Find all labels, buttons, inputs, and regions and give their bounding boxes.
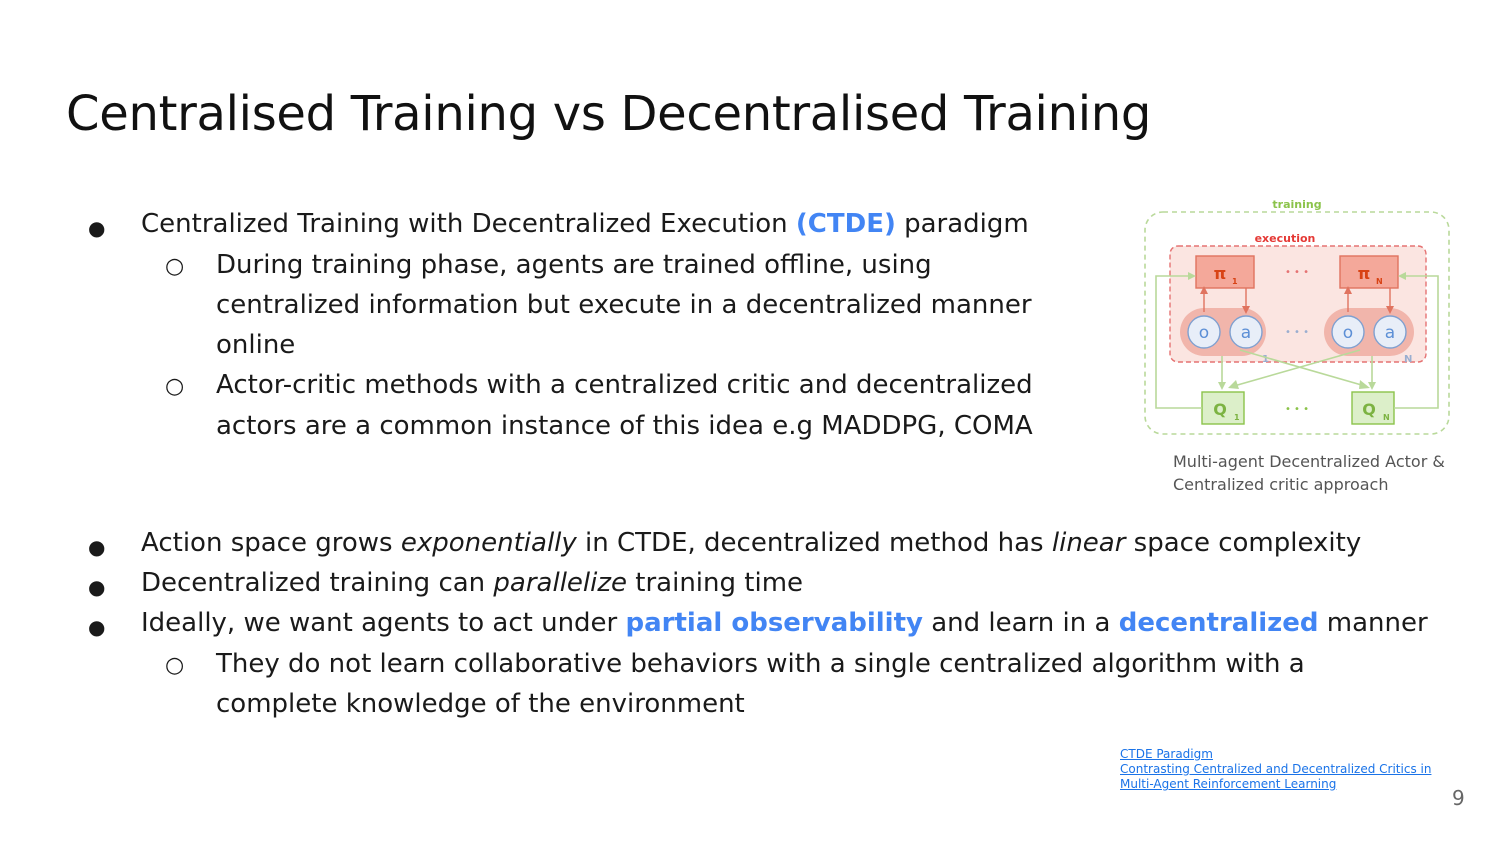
sub-bullet-training-l3: online [216,330,296,360]
bullet-text: Centralized Training with Decentralized … [141,209,796,239]
action-node [1373,315,1407,349]
emphasis-text: exponentially [400,528,577,558]
arrowhead [1188,272,1196,280]
bullet-marker: ● [88,535,106,559]
sub-bullet-marker: ○ [165,254,185,279]
policy-symbol: π [1358,264,1371,283]
bullet-parallelize: Decentralized training can parallelize t… [141,563,803,603]
sub-bullet-training-l1: During training phase, agents are traine… [216,250,932,280]
agent-index: N [1404,354,1412,365]
emphasis-text: parallelize [493,568,628,598]
references: CTDE Paradigm Contrasting Centralized an… [1120,747,1431,792]
figure-caption: Multi-agent Decentralized Actor & Centra… [1173,452,1445,494]
observation-node [1187,315,1221,349]
arrowhead [1386,306,1394,314]
policy-symbol: π [1214,264,1227,283]
emphasis-text: linear [1051,528,1126,558]
page-number: 9 [1452,786,1465,810]
policy-subscript: N [1376,277,1383,286]
policy-subscript: 1 [1232,277,1238,286]
sub-bullet-collab-l2: complete knowledge of the environment [216,689,745,719]
policy-box-n [1339,255,1399,289]
bullet-action-space: Action space grows exponentially in CTDE… [141,523,1361,563]
critic-box-n [1351,391,1395,425]
critic-subscript: 1 [1234,413,1240,422]
action-label: a [1385,323,1395,343]
slide-title: Centralised Training vs Decentralised Tr… [66,86,1152,142]
critic-label: Q [1362,400,1376,419]
arrowhead [1228,380,1239,389]
arrowhead [1218,382,1226,390]
bullet-ctde: Centralized Training with Decentralized … [141,204,1029,244]
sub-bullet-marker: ○ [165,374,185,399]
action-node [1229,315,1263,349]
feedback-arrow-1 [1155,275,1202,409]
arrowhead [1368,382,1376,390]
bullet-text: Action space grows [141,528,401,558]
arrowhead [1398,272,1406,280]
bullet-text: paradigm [895,209,1029,239]
training-label: training [1272,198,1321,211]
feedback-arrow-n [1394,275,1439,409]
bullet-text: in CTDE, decentralized method has [576,528,1052,558]
critic-label: Q [1213,400,1227,419]
bullet-marker: ● [88,216,106,240]
arrowhead [1242,306,1250,314]
arrowhead [1344,286,1352,294]
ctde-highlight: (CTDE) [795,209,896,239]
sub-bullet-actor-critic-l1: Actor-critic methods with a centralized … [216,370,1033,400]
arrowhead [1359,380,1370,389]
reference-link-contrasting-l2[interactable]: Multi-Agent Reinforcement Learning [1120,777,1337,791]
observation-node [1331,315,1365,349]
ellipsis-policy: • • • [1285,267,1309,278]
arrow-agent1-to-qn [1239,349,1366,387]
ellipsis-agents: • • • [1285,327,1309,338]
observation-label: o [1343,323,1353,343]
critic-box-1 [1201,391,1245,425]
bullet-partial-observability: Ideally, we want agents to act under par… [141,603,1428,643]
training-region [1144,211,1450,435]
arrow-agentn-to-q1 [1233,349,1361,387]
arrowhead [1200,286,1208,294]
bullet-text: space complexity [1125,528,1362,558]
sub-bullet-marker: ○ [165,653,185,678]
decentralized-highlight: decentralized [1118,608,1319,638]
bullet-marker: ● [88,575,106,599]
ellipsis-critics: • • • [1285,404,1309,415]
execution-label: execution [1255,232,1316,245]
partial-observability-highlight: partial observability [625,608,923,638]
bullet-text: Ideally, we want agents to act under [141,608,626,638]
bullet-text: manner [1318,608,1428,638]
sub-bullet-collab-l1: They do not learn collaborative behavior… [216,649,1305,679]
policy-box-1 [1195,255,1255,289]
sub-bullet-actor-critic-l2: actors are a common instance of this ide… [216,411,1033,441]
observation-label: o [1199,323,1209,343]
action-label: a [1241,323,1251,343]
reference-link-contrasting-l1[interactable]: Contrasting Centralized and Decentralize… [1120,762,1432,776]
critic-subscript: N [1383,413,1390,422]
agent-index: 1 [1262,354,1269,365]
bullet-text: Decentralized training can [141,568,494,598]
sub-bullet-training-l2: centralized information but execute in a… [216,290,1032,320]
bullet-text: training time [627,568,804,598]
ctde-diagram: training execution π 1 • • • π N o a • •… [1144,198,1450,435]
bullet-text: and learn in a [922,608,1119,638]
reference-link-ctde[interactable]: CTDE Paradigm [1120,747,1213,761]
bullet-marker: ● [88,615,106,639]
